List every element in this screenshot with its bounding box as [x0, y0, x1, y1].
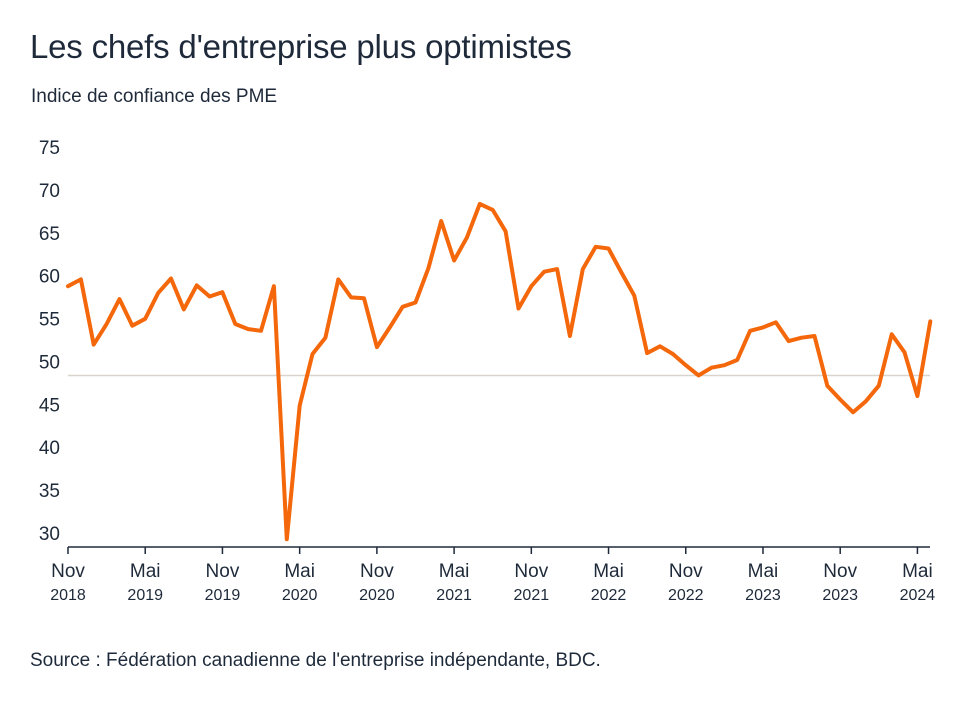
x-tick-label-month: Mai — [130, 561, 161, 582]
y-axis-ticks: 30 35 40 45 50 55 60 65 70 75 — [39, 138, 60, 545]
x-tick-label-year: 2021 — [436, 587, 472, 604]
series-layer — [66, 201, 933, 542]
x-tick-label-year: 2024 — [900, 587, 936, 604]
x-tick-label-year: 2019 — [205, 587, 241, 604]
x-tick-label-month: Nov — [51, 561, 85, 582]
x-tick-label-year: 2023 — [745, 587, 781, 604]
x-tick-label-year: 2022 — [668, 587, 704, 604]
y-tick-label: 55 — [39, 310, 60, 331]
y-tick-label: 60 — [39, 267, 60, 288]
x-tick-label-month: Nov — [206, 561, 240, 582]
y-tick-label: 75 — [39, 138, 60, 159]
x-tick-label-month: Nov — [823, 561, 857, 582]
x-tick-label-month: Mai — [439, 561, 470, 582]
x-tick-label-year: 2020 — [359, 587, 395, 604]
x-tick-label-month: Mai — [902, 561, 933, 582]
x-tick-label-month: Nov — [360, 561, 394, 582]
series-line — [66, 201, 933, 542]
y-tick-label: 35 — [39, 481, 60, 502]
x-tick-label-month: Mai — [748, 561, 779, 582]
x-tick-label-month: Mai — [593, 561, 624, 582]
y-tick-label: 45 — [39, 395, 60, 416]
y-tick-label: 70 — [39, 181, 60, 202]
y-tick-label: 40 — [39, 438, 60, 459]
x-tick-label-year: 2022 — [591, 587, 627, 604]
x-tick-label-month: Mai — [284, 561, 315, 582]
chart-subtitle: Indice de confiance des PME — [31, 86, 278, 107]
x-tick-label-year: 2023 — [822, 587, 858, 604]
x-tick-label-year: 2020 — [282, 587, 318, 604]
x-axis-ticks: Nov 2018 Mai 2019 Nov 2019 Mai 2020 Nov 2020 Mai 20… — [50, 547, 935, 604]
line-chart: 30 35 40 45 50 55 60 65 70 75 Nov 2018 Mai 2019 Nov 20… — [39, 138, 935, 604]
x-tick-label-year: 2018 — [50, 587, 86, 604]
x-tick-label-year: 2021 — [514, 587, 550, 604]
chart-title: Les chefs d'entreprise plus optimistes — [30, 28, 572, 65]
source-note: Source : Fédération canadienne de l'entr… — [30, 650, 601, 671]
x-tick-label-year: 2019 — [127, 587, 163, 604]
x-tick-label-month: Nov — [669, 561, 703, 582]
y-tick-label: 50 — [39, 352, 60, 373]
y-tick-label: 30 — [39, 524, 60, 545]
x-tick-label-month: Nov — [514, 561, 548, 582]
y-tick-label: 65 — [39, 224, 60, 245]
